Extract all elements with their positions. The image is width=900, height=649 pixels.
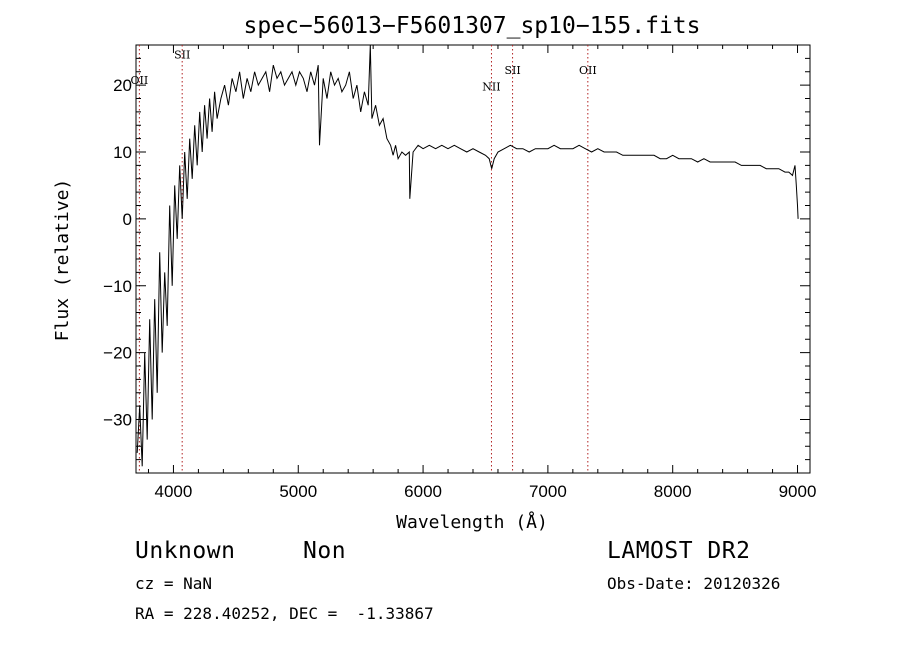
emission-line-markers: OII SII NII SII OII — [131, 45, 597, 473]
y-tick-label: −10 — [103, 277, 132, 296]
marker-label-0: OII — [131, 74, 149, 87]
coordinates: RA = 228.40252, DEC = -1.33867 — [135, 604, 434, 623]
y-tick-label: 20 — [113, 76, 132, 95]
x-tick-label: 8000 — [654, 482, 692, 501]
y-tick-label: −20 — [103, 344, 132, 363]
marker-label-4: OII — [579, 64, 597, 77]
y-tick-label: 10 — [113, 143, 132, 162]
marker-label-3: SII — [504, 64, 520, 77]
y-axis-label: Flux (relative) — [52, 179, 73, 342]
axes: 4000 5000 6000 7000 8000 9000 −30 −20 −10 0 10 20 — [103, 45, 816, 501]
object-subclass: Non — [303, 538, 347, 564]
y-tick-label: −30 — [103, 411, 132, 430]
x-tick-label: 9000 — [779, 482, 817, 501]
object-class: Unknown — [135, 538, 236, 564]
x-axis-label: Wavelength (Å) — [396, 511, 548, 533]
observation-date: Obs-Date: 20120326 — [607, 574, 781, 593]
x-tick-label: 6000 — [404, 482, 442, 501]
survey-name: LAMOST DR2 — [607, 538, 751, 564]
plot-frame — [135, 44, 811, 474]
chart-title: spec−56013−F5601307_sp10−155.fits — [244, 13, 701, 39]
y-tick-label: 0 — [123, 210, 132, 229]
marker-label-1: SII — [174, 48, 190, 61]
marker-label-2: NII — [482, 80, 500, 93]
x-tick-label: 7000 — [529, 482, 567, 501]
redshift-cz: cz = NaN — [135, 574, 213, 593]
x-tick-label: 4000 — [155, 482, 193, 501]
spectrum-line — [136, 44, 799, 467]
x-tick-label: 5000 — [279, 482, 317, 501]
